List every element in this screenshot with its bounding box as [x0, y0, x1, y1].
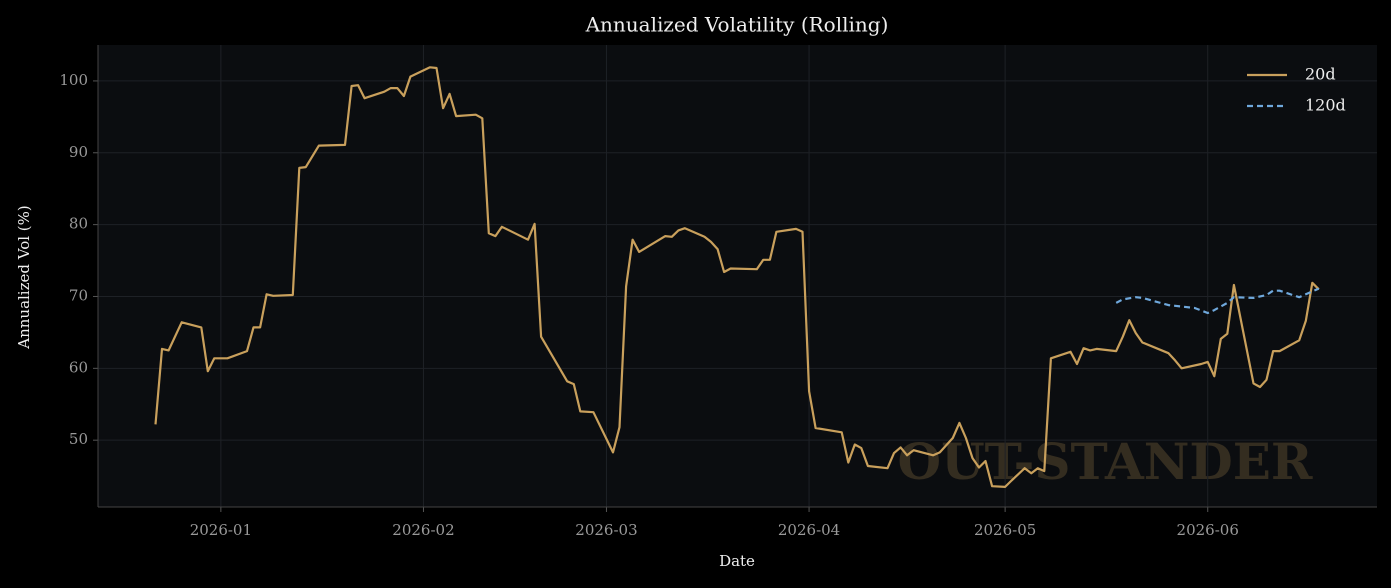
x-tick-label: 2026-04	[778, 521, 840, 539]
x-tick-label: 2026-02	[392, 521, 454, 539]
legend-label: 120d	[1305, 96, 1346, 115]
legend-label: 20d	[1305, 65, 1336, 84]
y-tick-label: 100	[59, 71, 88, 89]
x-tick-label: 2026-01	[190, 521, 252, 539]
y-tick-label: 90	[69, 143, 88, 161]
y-tick-label: 50	[69, 430, 88, 448]
x-tick-label: 2026-06	[1177, 521, 1239, 539]
y-tick-label: 70	[69, 286, 88, 304]
chart-title: Annualized Volatility (Rolling)	[585, 13, 889, 37]
x-tick-label: 2026-03	[575, 521, 637, 539]
y-axis-label: Annualized Vol (%)	[15, 205, 33, 350]
plot-area	[98, 45, 1377, 507]
x-axis-label: Date	[719, 552, 755, 570]
y-tick-label: 80	[69, 215, 88, 233]
series-line	[154, 66, 1320, 488]
x-tick-label: 2026-05	[974, 521, 1036, 539]
y-tick-label: 60	[69, 358, 88, 376]
watermark: OUT-STANDER	[898, 432, 1313, 491]
